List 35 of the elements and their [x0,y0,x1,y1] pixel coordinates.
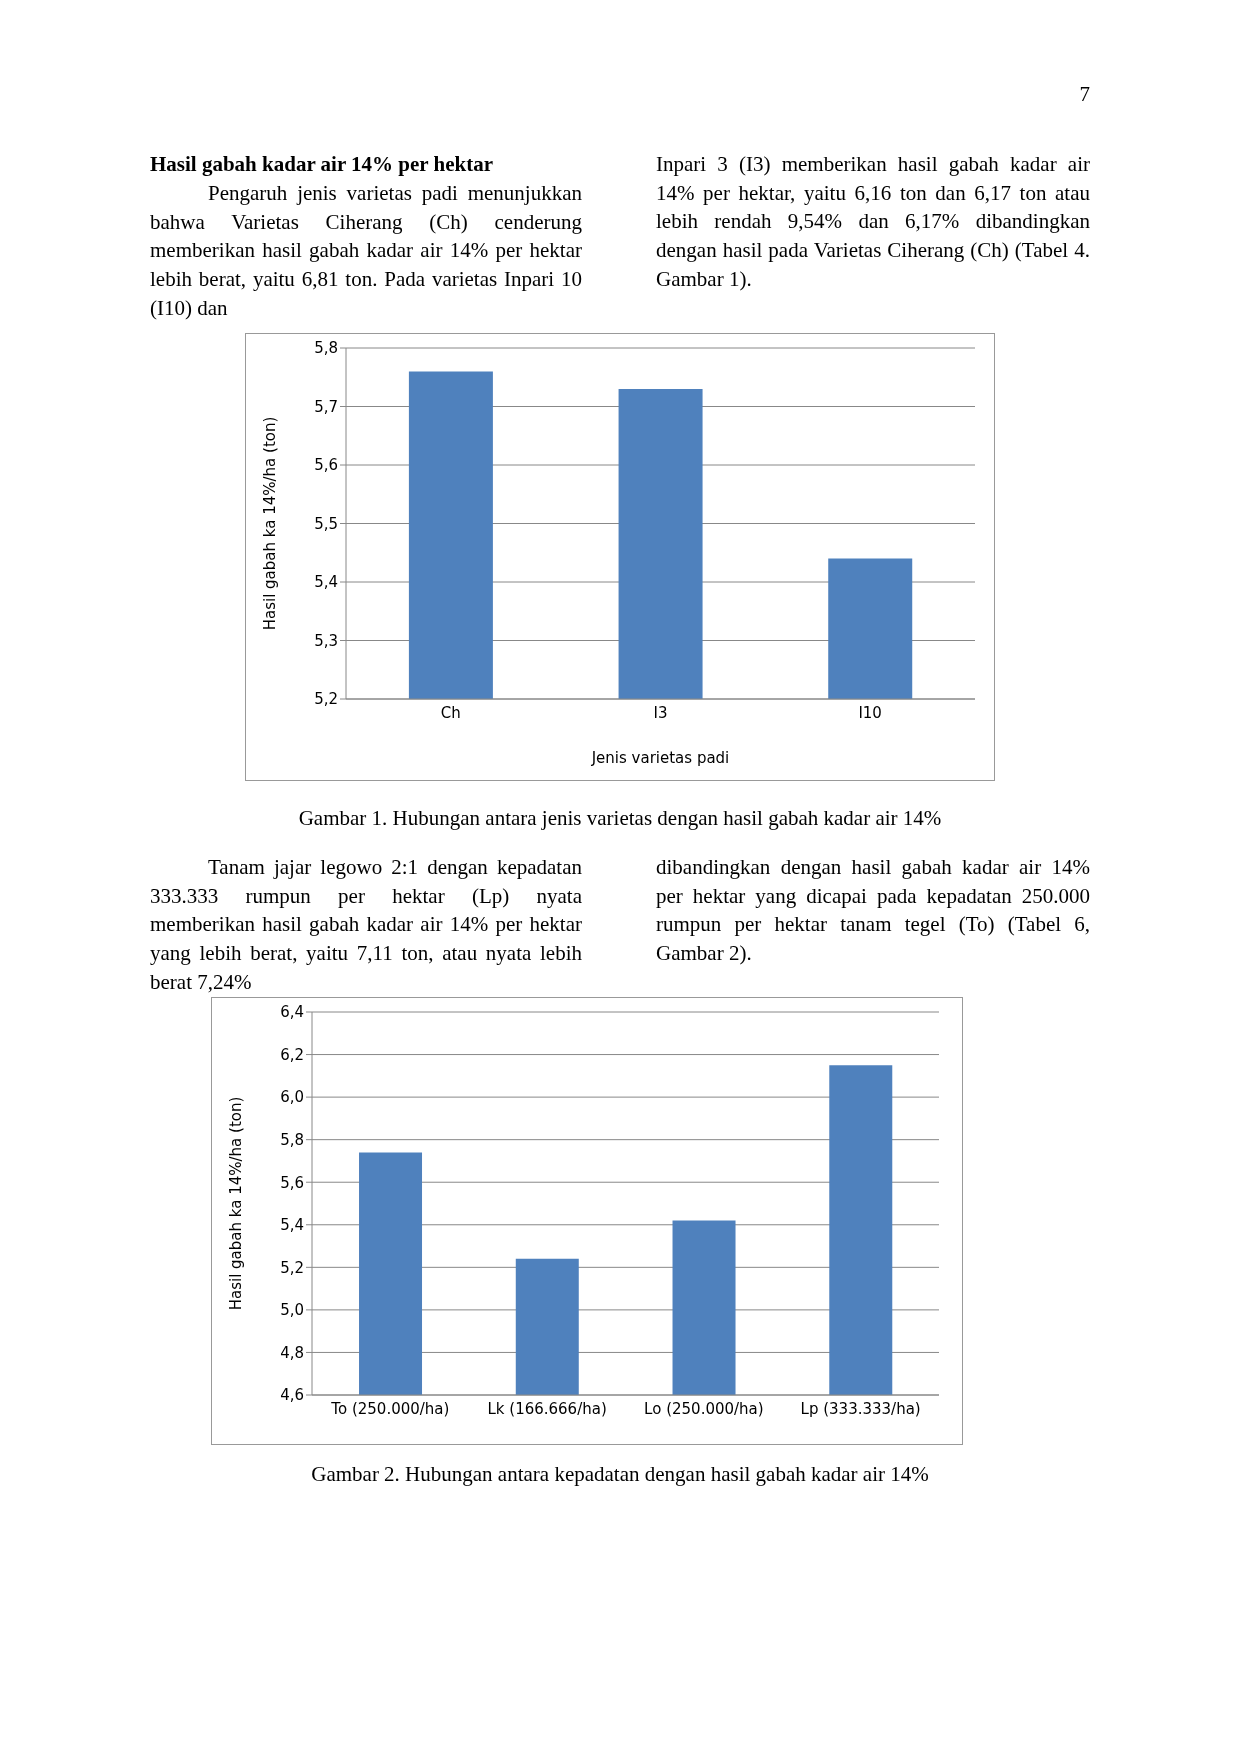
y-tick-label: 5,5 [314,514,338,533]
x-tick-label: I10 [858,703,882,722]
y-tick-label: 5,8 [280,1130,304,1149]
text: Gambar 2. Hubungan antara kepadatan dengan hasil gabah kadar air 14% [310,1461,930,1488]
y-tick-label: 5,2 [280,1258,304,1277]
text: Pengaruh jenis varietas padi menunjukkan bahwa Varietas Ciherang (Ch) cenderung memberikan hasil gabah kadar air 14% per hektar lebih berat, yaitu 6,81 ton. Pada varietas Inpari 10 (I10) dan [150,180,582,322]
x-tick-label: Lo (250.000/ha) [644,1399,764,1418]
text: 7 [1078,81,1090,108]
y-tick-label: 5,2 [314,690,338,709]
y-axis-title: Hasil gabah ka 14%/ha (ton) [227,1096,246,1311]
y-tick-label: 5,6 [280,1173,304,1192]
y-tick-label: 6,0 [280,1088,304,1107]
y-tick-label: 4,6 [280,1386,304,1405]
x-tick-label: Lk (166.666/ha) [487,1399,607,1418]
y-axis-title: Hasil gabah ka 14%/ha (ton) [261,416,280,631]
x-tick-label: I3 [653,703,668,722]
y-tick-label: 5,4 [280,1216,304,1235]
text: Hasil gabah kadar air 14% per hektar [150,151,495,178]
y-tick-label: 5,6 [314,456,338,475]
text: dibandingkan dengan hasil gabah kadar air 14% per hektar yang dicapai pada kepadatan 250.000 rumpun per hektar tanam tegel (To) (Tabel 6, Gambar 2). [656,854,1090,968]
y-tick-label: 6,2 [280,1045,304,1064]
x-tick-label: To (250.000/ha) [330,1399,450,1418]
text: Tanam jajar legowo 2:1 dengan kepadatan 333.333 rumpun per hektar (Lp) nyata memberikan hasil gabah kadar air 14% per hektar yang lebih berat, yaitu 7,11 ton, atau nyata lebih berat 7,24% [150,854,582,996]
x-tick-label: Lp (333.333/ha) [800,1399,921,1418]
y-tick-label: 5,0 [280,1301,304,1320]
text: Gambar 1. Hubungan antara jenis varietas dengan hasil gabah kadar air 14% [297,805,943,832]
text: Inpari 3 (I3) memberikan hasil gabah kadar air 14% per hektar, yaitu 6,16 ton dan 6,17 ton atau lebih rendah 9,54% dan 6,17% dibandingkan dengan hasil pada Varietas Ciherang (Ch) (Tabel 4. Gambar 1). [656,151,1090,293]
x-tick-label: Ch [440,703,461,722]
y-tick-label: 5,8 [314,339,338,358]
y-tick-label: 6,4 [280,1003,304,1022]
y-tick-label: 4,8 [280,1343,304,1362]
y-tick-label: 5,4 [314,573,338,592]
y-tick-label: 5,3 [314,631,338,650]
x-axis-title: Jenis varietas padi [590,749,730,767]
y-tick-label: 5,7 [314,397,338,416]
